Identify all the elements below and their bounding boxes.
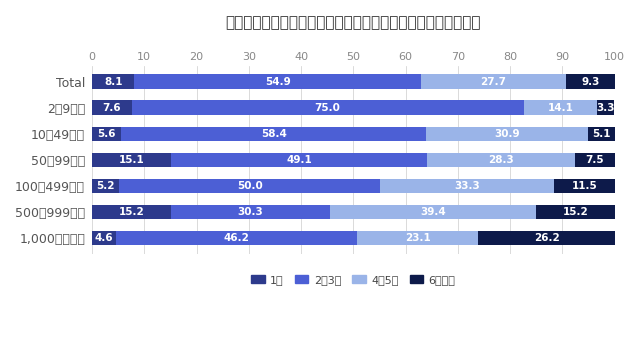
Bar xyxy=(172,205,330,219)
Text: 15.1: 15.1 xyxy=(118,155,145,165)
Text: 15.2: 15.2 xyxy=(563,207,588,217)
Bar xyxy=(421,74,566,89)
Text: 5.6: 5.6 xyxy=(97,129,116,139)
Text: 7.5: 7.5 xyxy=(586,155,604,165)
Bar xyxy=(92,74,134,89)
Text: 50.0: 50.0 xyxy=(237,181,262,191)
Text: 58.4: 58.4 xyxy=(261,129,287,139)
Text: 49.1: 49.1 xyxy=(286,155,312,165)
Text: 33.3: 33.3 xyxy=(454,181,480,191)
Text: 23.1: 23.1 xyxy=(405,233,431,243)
Text: 54.9: 54.9 xyxy=(265,76,291,87)
Bar xyxy=(380,179,554,193)
Text: 7.6: 7.6 xyxy=(102,103,121,113)
Text: 15.2: 15.2 xyxy=(119,207,145,217)
Text: 39.4: 39.4 xyxy=(420,207,445,217)
Bar xyxy=(575,153,614,167)
Text: 5.1: 5.1 xyxy=(592,129,611,139)
Bar xyxy=(330,205,536,219)
Bar xyxy=(92,100,132,115)
Text: 3.3: 3.3 xyxy=(596,103,615,113)
Text: 30.9: 30.9 xyxy=(494,129,520,139)
Bar xyxy=(588,126,614,141)
Bar xyxy=(597,100,614,115)
Bar xyxy=(554,179,614,193)
Bar xyxy=(478,231,615,245)
Text: 27.7: 27.7 xyxy=(481,76,506,87)
Title: デザイン制作から確定までにかかる修正回数をお選びください: デザイン制作から確定までにかかる修正回数をお選びください xyxy=(225,15,481,30)
Text: 28.3: 28.3 xyxy=(488,155,515,165)
Bar xyxy=(524,100,597,115)
Bar xyxy=(536,205,615,219)
Bar xyxy=(116,231,358,245)
Bar xyxy=(566,74,614,89)
Bar xyxy=(92,205,172,219)
Text: 26.2: 26.2 xyxy=(534,233,559,243)
Bar xyxy=(122,126,426,141)
Legend: 1回, 2～3回, 4～5回, 6回以上: 1回, 2～3回, 4～5回, 6回以上 xyxy=(247,270,460,289)
Bar xyxy=(132,100,524,115)
Text: 30.3: 30.3 xyxy=(237,207,264,217)
Bar xyxy=(428,153,575,167)
Bar xyxy=(358,231,478,245)
Text: 8.1: 8.1 xyxy=(104,76,122,87)
Text: 46.2: 46.2 xyxy=(224,233,250,243)
Text: 14.1: 14.1 xyxy=(547,103,573,113)
Text: 4.6: 4.6 xyxy=(95,233,113,243)
Bar xyxy=(92,231,116,245)
Bar xyxy=(92,126,122,141)
Text: 75.0: 75.0 xyxy=(315,103,340,113)
Bar xyxy=(426,126,588,141)
Bar xyxy=(92,153,171,167)
Text: 9.3: 9.3 xyxy=(581,76,600,87)
Text: 11.5: 11.5 xyxy=(572,181,597,191)
Bar xyxy=(92,179,119,193)
Text: 5.2: 5.2 xyxy=(97,181,115,191)
Bar xyxy=(134,74,421,89)
Bar xyxy=(171,153,428,167)
Bar xyxy=(119,179,380,193)
